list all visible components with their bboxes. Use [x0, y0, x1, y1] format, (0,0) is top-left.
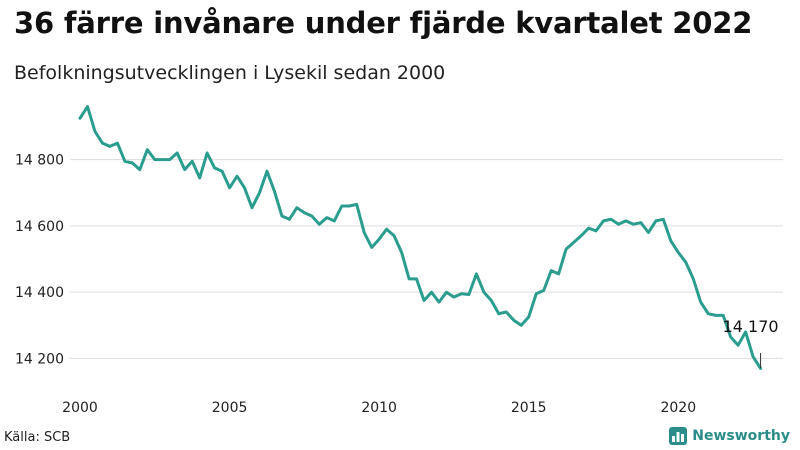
y-tick-label: 14 400: [15, 285, 64, 301]
x-tick-label: 2000: [62, 400, 98, 416]
y-tick-label: 14 200: [15, 351, 64, 367]
y-tick-label: 14 600: [15, 219, 64, 235]
y-tick-label: 14 800: [15, 153, 64, 169]
x-tick-label: 2020: [660, 400, 696, 416]
chart-title: 36 färre invånare under fjärde kvartalet…: [14, 6, 753, 40]
x-tick-label: 2010: [361, 400, 397, 416]
x-tick-label: 2015: [511, 400, 547, 416]
series-line: [78, 105, 763, 370]
bar-chart-icon: [669, 427, 688, 445]
source-label: Källa: SCB: [4, 430, 71, 445]
chart-subtitle: Befolkningsutvecklingen i Lysekil sedan …: [14, 62, 446, 84]
brand-name: Newsworthy: [692, 428, 790, 444]
annotation-label: 14 170: [723, 317, 779, 336]
x-tick-label: 2005: [212, 400, 248, 416]
brand-logo: Newsworthy: [669, 427, 790, 445]
